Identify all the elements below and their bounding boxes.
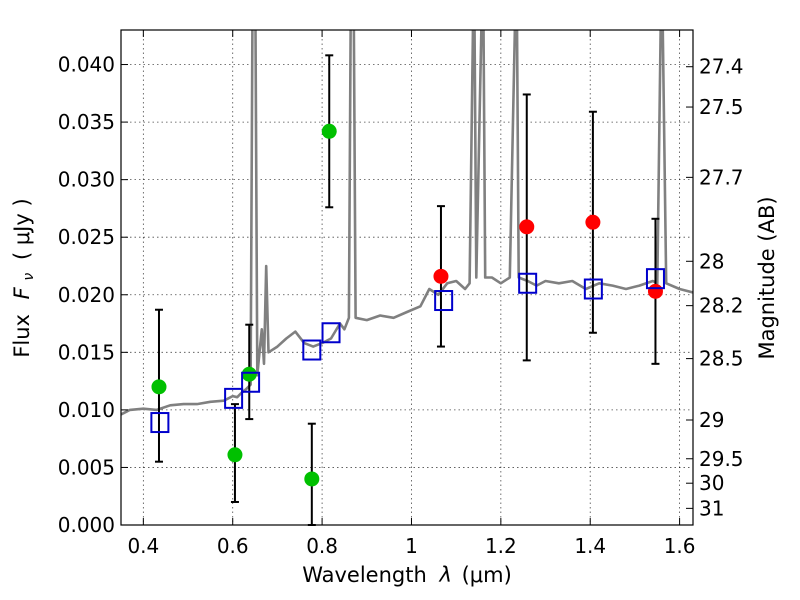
y2-axis-label: Magnitude (AB)	[755, 196, 779, 359]
x-tick-label: 0.6	[217, 534, 249, 558]
y-tick-label: 0.025	[58, 225, 115, 249]
y2-tick-label: 29	[699, 408, 724, 432]
green-data-point	[151, 379, 167, 395]
y-tick-label: 0.000	[58, 513, 115, 537]
y2-tick-label: 27.7	[699, 165, 744, 189]
y2-tick-label: 28.5	[699, 347, 744, 371]
x-tick-label: 1.6	[664, 534, 696, 558]
green-data-point	[304, 471, 320, 487]
green-data-point	[321, 123, 337, 139]
y-tick-label: 0.010	[58, 398, 115, 422]
y-tick-label: 0.040	[58, 53, 115, 77]
x-axis-label-unit: (μm)	[462, 563, 512, 587]
red-data-point	[647, 283, 663, 299]
y2-tick-label: 29.5	[699, 447, 744, 471]
red-data-point	[519, 219, 535, 235]
model-box-marker	[583, 278, 603, 300]
y-axis-label-symbol: F	[10, 286, 34, 299]
y2-tick-label: 27.5	[699, 95, 744, 119]
model-box-marker	[645, 268, 665, 290]
y2-tick-label: 27.4	[699, 55, 744, 79]
y-axis-label-text: Flux	[10, 314, 34, 358]
red-data-point	[433, 268, 449, 284]
y2-tick-label: 30	[699, 471, 724, 495]
y2-tick-label: 28.2	[699, 294, 744, 318]
y2-tick-label: 31	[699, 496, 724, 520]
y-tick-label: 0.015	[58, 340, 115, 364]
plot-frame	[120, 29, 694, 526]
x-axis-label-symbol: λ	[438, 563, 451, 587]
model-box-marker	[150, 412, 170, 434]
x-tick-label: 1.2	[485, 534, 517, 558]
y-axis-label-unit: ( μJy )	[10, 198, 34, 260]
green-data-point	[227, 447, 243, 463]
y-axis-label: Flux F ν ( μJy )	[10, 198, 38, 357]
y-axis-label-subscript: ν	[21, 273, 37, 281]
x-tick-label: 1.4	[574, 534, 606, 558]
model-box-marker	[241, 371, 261, 393]
y2-tick-label: 28	[699, 249, 724, 273]
y-tick-label: 0.020	[58, 283, 115, 307]
model-box-marker	[224, 387, 244, 409]
template-spectrum-line	[121, 30, 693, 416]
model-box-marker	[321, 322, 341, 344]
green-data-point	[241, 366, 257, 382]
y-tick-label: 0.030	[58, 168, 115, 192]
x-tick-label: 1	[405, 534, 418, 558]
y-tick-label: 0.005	[58, 455, 115, 479]
red-data-point	[585, 214, 601, 230]
marker-layer	[150, 123, 665, 487]
model-box-marker	[302, 339, 322, 361]
x-tick-label: 0.8	[306, 534, 338, 558]
x-tick-label: 0.4	[127, 534, 159, 558]
x-axis-label: Wavelength λ (μm)	[302, 563, 512, 587]
grid-layer	[121, 30, 693, 526]
template-spectrum-layer	[121, 30, 693, 416]
y-tick-label: 0.035	[58, 110, 115, 134]
model-box-marker	[518, 272, 538, 294]
x-axis-label-text: Wavelength	[302, 563, 427, 587]
axis-layer: 0.4 0.6 0.8 1 1.2 1.4 1.6 0.000 0.005 0.010 0.015 0…	[58, 30, 744, 558]
model-box-marker	[434, 290, 454, 312]
